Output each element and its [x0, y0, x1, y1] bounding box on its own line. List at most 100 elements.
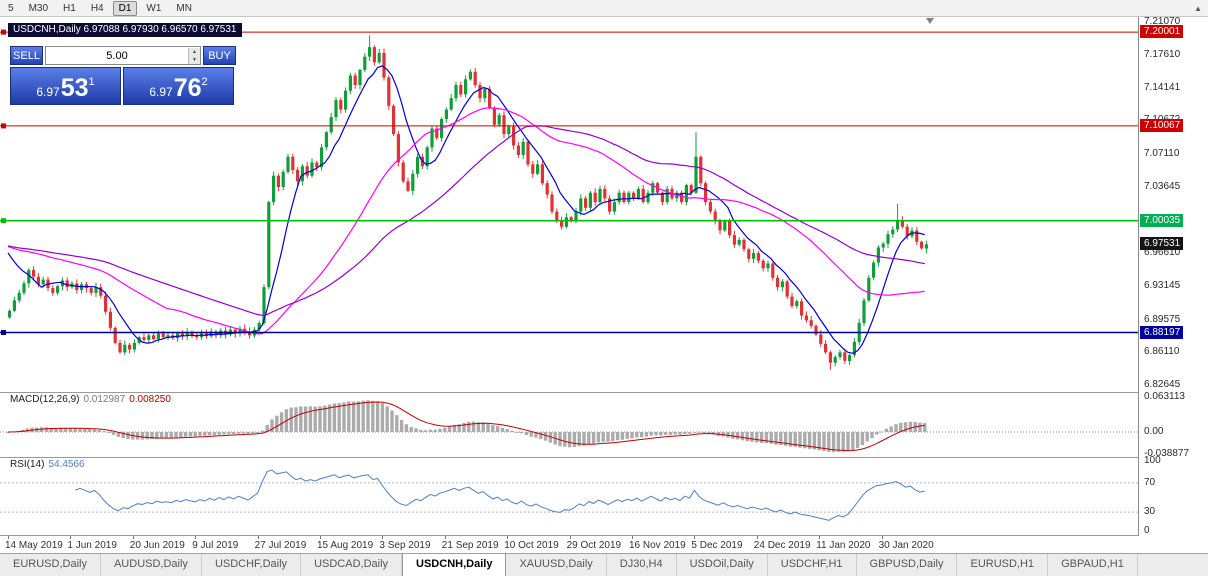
candle [296, 167, 300, 186]
macd-histogram-bar [779, 432, 783, 445]
macd-histogram-bar [702, 432, 706, 433]
macd-histogram-bar [812, 432, 817, 450]
hline-handle [1, 330, 6, 335]
candle [425, 145, 429, 170]
buy-button[interactable]: BUY [203, 46, 236, 65]
price-axis[interactable]: 7.210707.176107.141417.106727.071107.036… [1138, 16, 1208, 536]
macd-histogram-bar [116, 432, 121, 437]
candle [416, 153, 420, 178]
chart-tab-GBPUSD-Daily[interactable]: GBPUSD,Daily [857, 554, 958, 576]
timeframe-button-D1[interactable]: D1 [112, 0, 138, 16]
macd-histogram-bar [851, 432, 855, 450]
macd-panel-splitter[interactable] [0, 392, 1208, 393]
date-axis[interactable]: 14 May 2019 1 Jun 2019 20 Jun 2019 9 Jul 20… [0, 536, 1138, 553]
macd-indicator-canvas[interactable] [0, 393, 1138, 456]
macd-histogram-bar [740, 432, 745, 441]
candle [286, 153, 290, 174]
candle [473, 67, 477, 88]
macd-histogram-bar [668, 432, 673, 435]
chart-shift-marker [926, 18, 934, 24]
macd-histogram-bar [251, 432, 255, 434]
lot-size-stepper[interactable]: ▲ ▼ [188, 47, 200, 64]
toolbar-overflow-icon[interactable]: ▲ [1194, 4, 1202, 13]
price-axis-label: 7.17610 [1144, 48, 1181, 60]
macd-histogram-bar [831, 432, 836, 453]
sell-price-button[interactable]: 6.97 53 1 [10, 67, 121, 105]
candle [737, 237, 741, 247]
macd-histogram-bar [505, 429, 509, 432]
date-label: 30 Jan 2020 [878, 540, 934, 551]
macd-histogram-bar [87, 429, 92, 432]
candle [622, 190, 626, 204]
timeframe-button-W1[interactable]: W1 [146, 2, 162, 14]
timeframe-button-H1[interactable]: H1 [63, 2, 76, 14]
macd-histogram-bar [265, 425, 269, 432]
chart-tab-AUDUSD-Daily[interactable]: AUDUSD,Daily [101, 554, 202, 576]
macd-histogram-bar [241, 432, 245, 434]
macd-histogram-bar [548, 432, 553, 443]
candle [809, 316, 813, 329]
macd-histogram-bar [356, 401, 361, 432]
ma-line-mid [7, 107, 925, 335]
macd-histogram-bar [188, 432, 193, 437]
macd-histogram-bar [755, 432, 759, 443]
candle [776, 274, 780, 291]
macd-histogram-bar [49, 427, 53, 432]
candle [396, 131, 400, 167]
macd-histogram-bar [563, 432, 567, 447]
date-tick [257, 536, 259, 539]
macd-histogram-bar [875, 432, 879, 435]
sell-price-sup: 1 [88, 76, 95, 88]
timeframe-button-5[interactable]: 5 [8, 2, 14, 14]
macd-histogram-bar [620, 432, 625, 440]
macd-histogram-bar [750, 432, 754, 442]
price-chart-canvas[interactable] [0, 17, 1138, 392]
rsi-panel-splitter[interactable] [0, 457, 1208, 458]
candle [800, 298, 804, 320]
chart-tab-XAUUSD-Daily[interactable]: XAUUSD,Daily [506, 554, 607, 576]
candle [344, 87, 348, 113]
lot-size-input[interactable] [46, 48, 188, 63]
macd-histogram-bar [179, 432, 183, 438]
timeframe-button-M30[interactable]: M30 [28, 2, 49, 14]
macd-histogram-bar [236, 432, 241, 434]
sell-button[interactable]: SELL [10, 46, 43, 65]
chart-tab-EURUSD-H1[interactable]: EURUSD,H1 [957, 554, 1049, 576]
candle [320, 143, 324, 171]
rsi-indicator-canvas[interactable] [0, 458, 1138, 535]
chart-tab-USDCNH-Daily[interactable]: USDCNH,Daily [402, 554, 507, 576]
timeframe-button-MN[interactable]: MN [176, 2, 192, 14]
spinner-down-icon[interactable]: ▼ [189, 55, 200, 64]
date-tick [320, 536, 321, 539]
macd-histogram-bar [654, 432, 658, 436]
macd-histogram-bar [327, 404, 332, 432]
macd-axis-label: 0.00 [1144, 426, 1164, 437]
macd-histogram-bar [135, 432, 140, 440]
macd-histogram-bar [347, 401, 351, 432]
macd-histogram-bar [659, 432, 663, 436]
candle [104, 291, 108, 315]
timeframe-button-H4[interactable]: H4 [90, 2, 104, 14]
chart-tab-USDOil-Daily[interactable]: USDOil,Daily [677, 554, 768, 576]
price-axis-label: 6.96610 [1144, 247, 1181, 259]
spinner-up-icon[interactable]: ▲ [189, 47, 200, 56]
chart-tab-USDCHF-Daily[interactable]: USDCHF,Daily [202, 554, 302, 576]
macd-histogram-bar [870, 432, 874, 438]
buy-price-button[interactable]: 6.97 76 2 [123, 67, 234, 105]
rsi-value: 54.4566 [48, 459, 85, 470]
chart-tab-USDCAD-Daily[interactable]: USDCAD,Daily [301, 554, 403, 576]
macd-histogram-bar [366, 400, 370, 432]
chart-tab-GBPAUD-H1[interactable]: GBPAUD,H1 [1048, 554, 1138, 576]
candle [603, 185, 607, 202]
chart-tab-DJ30-H4[interactable]: DJ30,H4 [607, 554, 677, 576]
lot-size-field[interactable]: ▲ ▼ [45, 46, 201, 65]
macd-histogram-bar [630, 432, 634, 439]
chart-tab-USDCHF-H1[interactable]: USDCHF,H1 [768, 554, 857, 576]
candle [363, 53, 367, 73]
candle [329, 112, 333, 135]
date-tick [819, 536, 821, 539]
macd-histogram-bar [908, 421, 913, 432]
chart-tab-EURUSD-Daily[interactable]: EURUSD,Daily [0, 554, 101, 576]
candle [291, 153, 295, 175]
macd-histogram-bar [764, 432, 769, 444]
